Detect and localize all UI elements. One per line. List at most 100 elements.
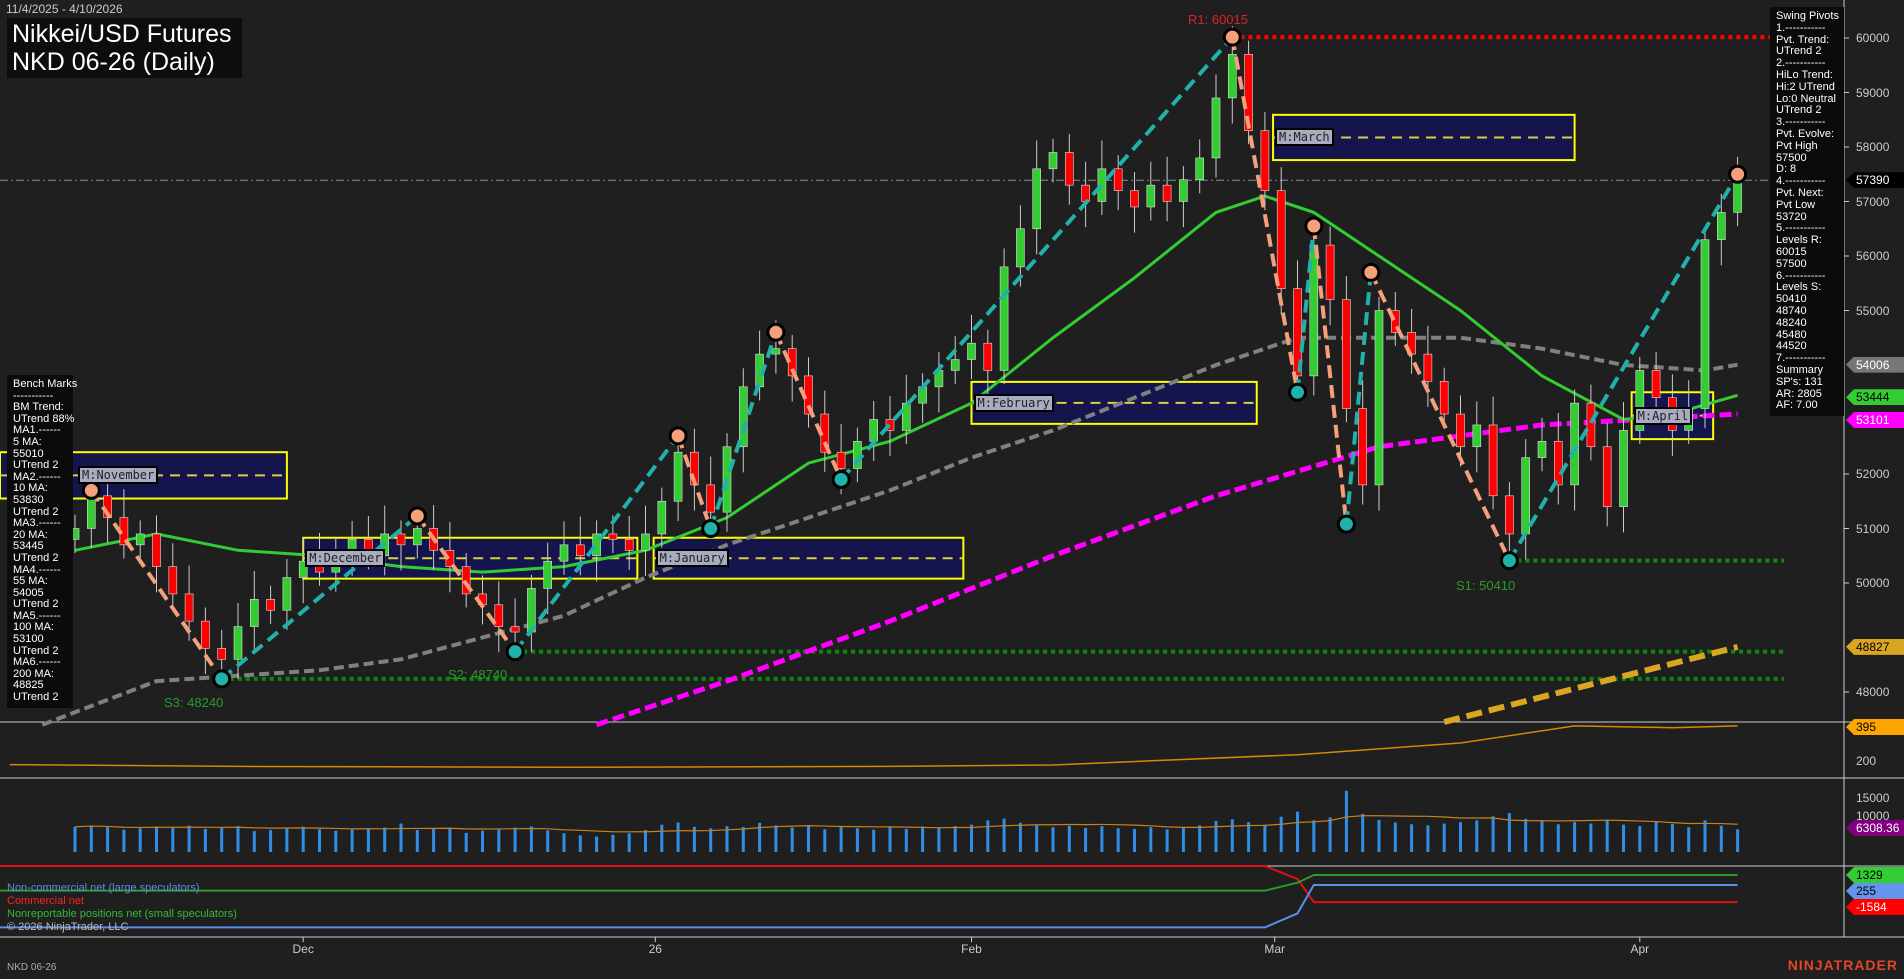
bench-marks-line: 20 MA: — [13, 528, 48, 541]
bear-candle-body — [1065, 152, 1074, 186]
bench-marks-line: MA3.------ — [13, 517, 61, 530]
volume-bar — [1491, 816, 1495, 852]
candle — [1016, 205, 1025, 287]
candle — [1113, 155, 1123, 211]
volume-bar — [1149, 827, 1153, 852]
volume-bar — [758, 822, 762, 852]
pivot-low-marker — [701, 519, 721, 538]
bear-candle-body — [1260, 130, 1270, 191]
bull-candle-body — [87, 495, 96, 529]
price-axis-label: 58000 — [1856, 140, 1890, 154]
zigzag-down-leg — [1369, 271, 1512, 562]
bench-marks-line: 200 MA: — [13, 667, 54, 680]
volume-bar — [513, 827, 517, 852]
swing-pivots-line: UTrend 2 — [1776, 45, 1822, 58]
bench-marks-line: UTrend 2 — [13, 598, 59, 611]
volume-bar — [823, 829, 827, 852]
legend-commercial: Commercial net — [7, 895, 85, 907]
pivot-low-marker — [1499, 551, 1519, 571]
volume-bar — [432, 828, 436, 852]
swing-pivots-line: 7.----------- — [1776, 352, 1826, 365]
price-axis-label: 59000 — [1856, 85, 1890, 100]
candle — [1032, 140, 1041, 255]
candle — [641, 505, 650, 576]
pivot-low-marker — [1336, 514, 1356, 534]
bench-marks-line: MA6.------ — [13, 656, 61, 669]
swing-pivots-line: 57500 — [1776, 257, 1807, 270]
volume-bar — [595, 836, 599, 852]
bear-candle-body — [1554, 440, 1563, 486]
volume-bar — [921, 826, 925, 852]
bear-candle-body — [1505, 495, 1514, 535]
swing-pivots-line: Pvt Low — [1776, 198, 1816, 211]
zigzag-up-leg — [708, 331, 778, 530]
volume-average-line — [74, 815, 1738, 833]
bear-candle-body — [1602, 446, 1612, 508]
zigzag-down-leg — [89, 489, 224, 681]
candle — [184, 565, 194, 641]
candle — [706, 456, 716, 526]
bear-candle-body — [1358, 408, 1367, 486]
bear-candle-body — [983, 342, 993, 371]
candle — [967, 314, 976, 380]
bench-marks-line: 48825 — [13, 679, 44, 692]
bear-candle-body — [494, 604, 504, 627]
bull-candle-body — [543, 560, 553, 589]
volume-bar — [236, 826, 240, 852]
bull-candle-body — [1195, 157, 1204, 180]
volume-bar — [1393, 822, 1397, 852]
volume-bar — [1670, 823, 1674, 852]
candle — [983, 329, 993, 397]
candle — [119, 489, 129, 559]
volume-bar — [1133, 828, 1136, 852]
bear-candle-body — [706, 484, 716, 513]
volume-bar — [350, 829, 354, 852]
zigzag-up-leg — [513, 434, 680, 653]
bear-candle-body — [1456, 413, 1465, 448]
bull-candle-body — [1521, 457, 1530, 535]
swing-pivots-line: D: 8 — [1776, 163, 1797, 176]
candle — [1048, 138, 1058, 183]
volume-bar — [1328, 817, 1332, 852]
volume-bar — [155, 826, 158, 852]
bull-candle-body — [1211, 97, 1221, 159]
candle — [1700, 226, 1710, 429]
pivot-high-marker — [81, 480, 101, 500]
volume-bar — [318, 829, 321, 852]
candle — [1276, 167, 1286, 315]
legend-noncommercial: Non-commercial net (large speculators) — [7, 882, 200, 894]
zigzag-up-leg — [220, 514, 419, 681]
candle — [559, 521, 569, 575]
swing-pivots-line: 2.----------- — [1776, 57, 1826, 70]
volume-bar — [1214, 821, 1218, 852]
candle — [1439, 367, 1449, 428]
volume-bar — [366, 828, 370, 852]
volume-bar — [725, 826, 729, 852]
candle — [1325, 226, 1335, 326]
candle — [396, 520, 406, 571]
legend-nonreportable: Nonreportable positions net (small specu… — [7, 908, 237, 920]
volume-bar — [529, 826, 533, 852]
candle — [592, 520, 601, 582]
instrument-name: Nikkei/USD Futures — [12, 20, 232, 48]
volume-bar — [562, 833, 566, 852]
volume-bar — [1018, 822, 1022, 852]
volume-bar — [953, 826, 957, 852]
bull-candle-body — [641, 533, 650, 551]
candle — [690, 428, 699, 511]
bear-candle-body — [1342, 299, 1351, 409]
volume-bar — [1361, 813, 1365, 852]
bull-candle-body — [592, 533, 601, 557]
volume-bar — [415, 830, 419, 852]
bench-marks-line: BM Trend: — [13, 401, 64, 414]
volume-bar — [122, 829, 126, 852]
bench-marks-line: 55010 — [13, 447, 44, 460]
volume-bar — [1475, 820, 1479, 852]
bear-candle-body — [836, 451, 846, 469]
price-tag-comm: -1584 — [1846, 899, 1904, 915]
bull-candle-body — [1570, 402, 1579, 486]
swing-pivots-line: Pvt. Evolve: — [1776, 127, 1835, 140]
volume-bar — [497, 829, 501, 852]
bear-candle-body — [510, 626, 520, 633]
